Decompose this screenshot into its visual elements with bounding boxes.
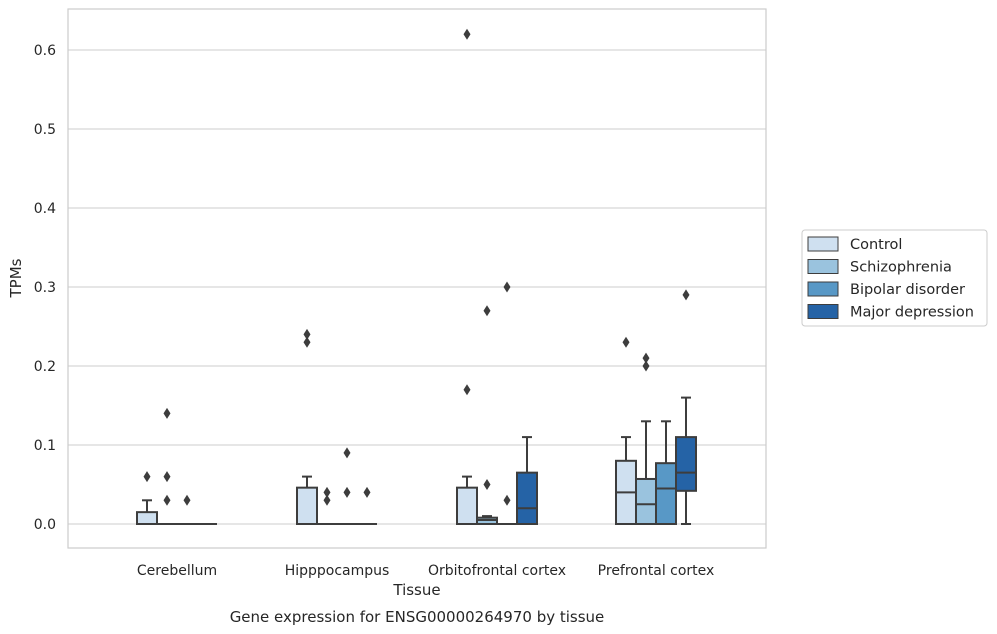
- outlier-point: [642, 352, 650, 364]
- outlier-point: [323, 494, 331, 506]
- box-bipolar-disorder: [655, 420, 677, 526]
- outlier-point: [163, 471, 171, 483]
- x-tick-label: Hipppocampus: [285, 563, 390, 579]
- outlier-point: [303, 336, 311, 348]
- outlier-point: [463, 28, 471, 40]
- box-body: [635, 477, 657, 525]
- y-tick-label: 0.3: [34, 280, 56, 296]
- y-tick-label: 0.2: [34, 359, 56, 375]
- box-control: [136, 499, 158, 526]
- outlier-point: [642, 360, 650, 372]
- outlier-point: [622, 336, 630, 348]
- x-axis-label: Tissue: [392, 581, 440, 599]
- legend-swatch: [807, 304, 839, 319]
- legend-label: Control: [850, 237, 902, 253]
- outlier-point: [323, 486, 331, 498]
- box-body: [136, 511, 158, 526]
- legend-label: Schizophrenia: [850, 260, 952, 276]
- legend-label: Bipolar disorder: [850, 282, 965, 298]
- y-tick-label: 0.6: [34, 43, 56, 59]
- x-tick-label: Orbitofrontal cortex: [428, 563, 566, 579]
- y-tick-label: 0.1: [34, 438, 56, 454]
- legend-swatch: [807, 259, 839, 274]
- box-plot-series: [136, 396, 697, 526]
- outlier-point: [143, 471, 151, 483]
- box-schizophrenia: [635, 420, 657, 525]
- outlier-point: [682, 289, 690, 301]
- outlier-markers: [143, 28, 690, 506]
- outlier-point: [343, 486, 351, 498]
- box-major-depression: [675, 396, 697, 525]
- box-body: [296, 486, 318, 526]
- outlier-point: [163, 407, 171, 419]
- legend-label: Major depression: [850, 305, 974, 321]
- legend-swatch: [807, 281, 839, 297]
- outlier-point: [483, 305, 491, 317]
- legend-frame: [801, 229, 988, 327]
- x-tick-label: Prefrontal cortex: [598, 563, 715, 579]
- y-axis-label: TPMs: [7, 258, 25, 298]
- box-body: [456, 486, 478, 526]
- x-tick-labels: Cerebellum Hipppocampus Orbitofrontal cort…: [137, 563, 714, 579]
- legend: Control Schizophrenia Bipolar disorder Majo…: [801, 229, 988, 327]
- outlier-point: [463, 384, 471, 396]
- chart-caption: Gene expression for ENSG00000264970 by t…: [230, 608, 605, 626]
- y-tick-label: 0.5: [34, 122, 56, 138]
- box-body: [675, 436, 697, 492]
- outlier-point: [483, 479, 491, 490]
- outlier-point: [163, 494, 171, 506]
- legend-swatch: [807, 236, 839, 252]
- outlier-point: [363, 486, 371, 498]
- grid-lines: [68, 49, 766, 525]
- box-body: [655, 462, 677, 526]
- outlier-point: [343, 447, 351, 459]
- outlier-point: [183, 494, 191, 506]
- box-major-depression: [516, 436, 538, 525]
- outlier-point: [503, 281, 511, 293]
- box-control: [296, 475, 318, 526]
- box-control: [456, 475, 478, 526]
- box-body: [516, 471, 538, 525]
- plot-area-frame: [67, 8, 767, 549]
- y-tick-label: 0.0: [34, 517, 56, 533]
- y-tick-label: 0.4: [34, 201, 56, 217]
- x-tick-label: Cerebellum: [137, 563, 217, 579]
- outlier-point: [303, 328, 311, 340]
- outlier-point: [503, 494, 511, 506]
- y-tick-labels: 0.0 0.1 0.2 0.3 0.4 0.5 0.6: [34, 43, 56, 533]
- box-control: [615, 436, 637, 525]
- box-schizophrenia: [476, 515, 498, 525]
